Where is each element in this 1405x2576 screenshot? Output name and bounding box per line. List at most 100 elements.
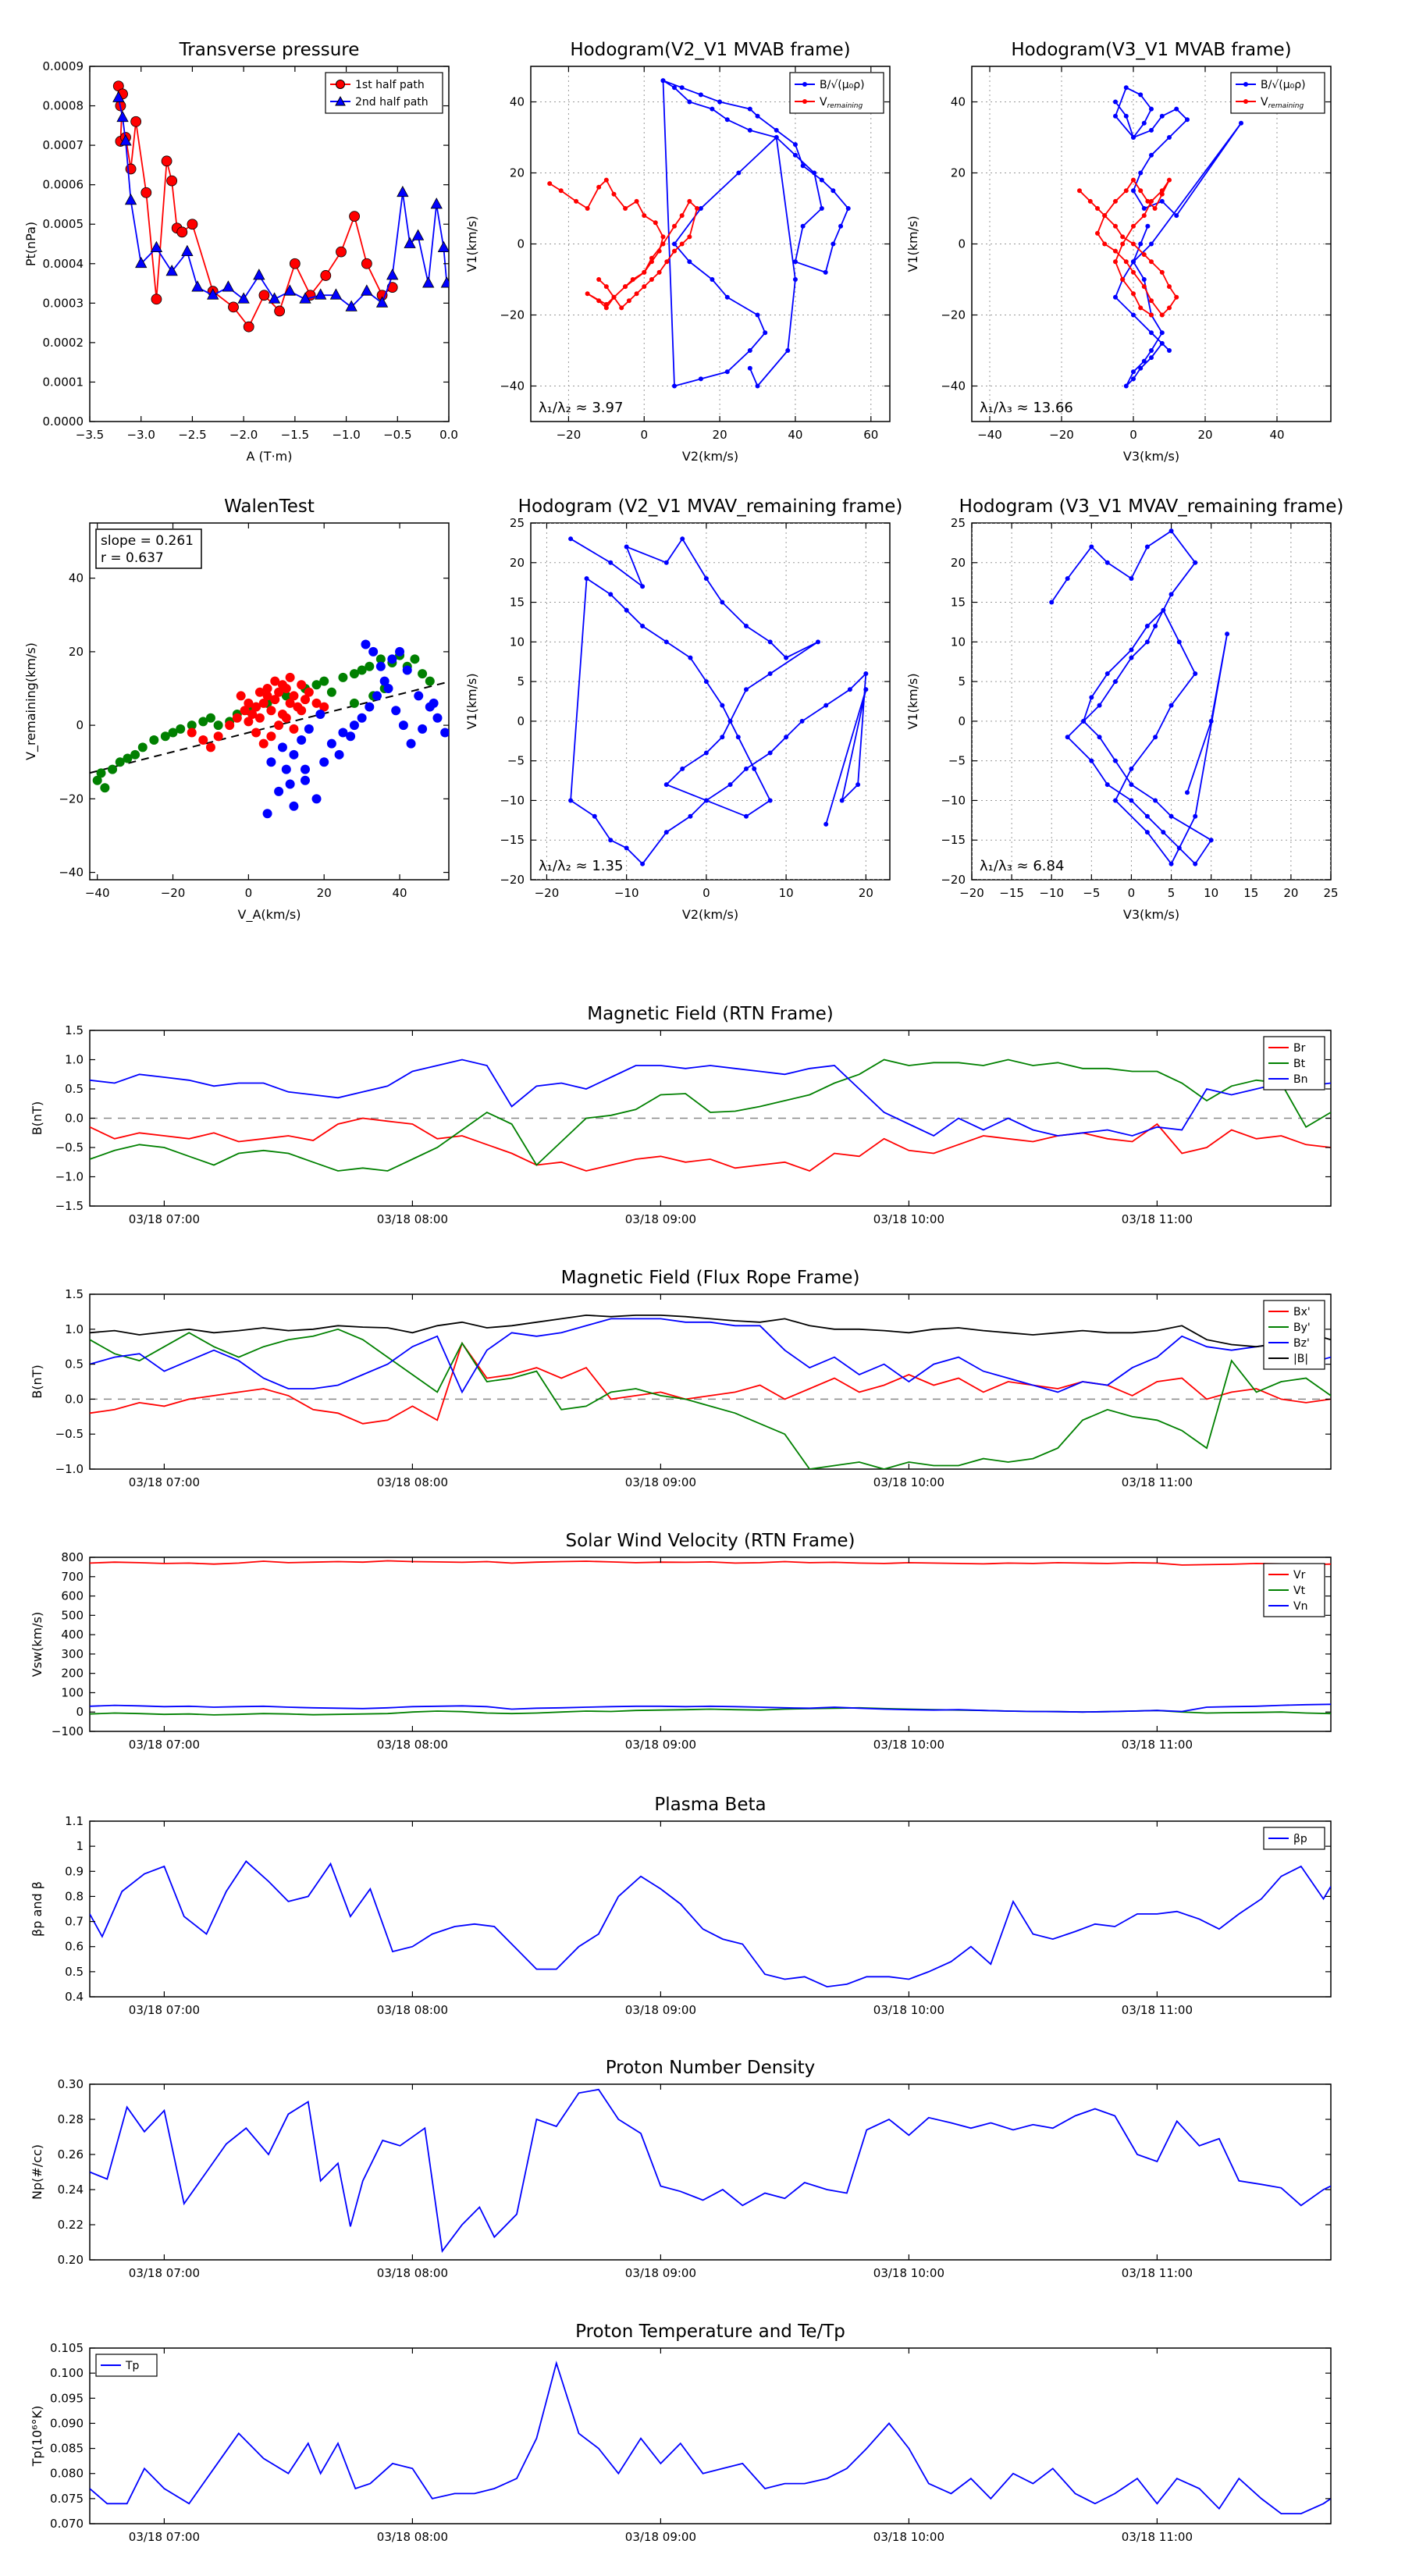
- y-tick-label: −1.5: [55, 1199, 84, 1213]
- data-point: [839, 798, 845, 803]
- y-tick-label: −10: [941, 793, 966, 807]
- legend-label: Bt: [1293, 1058, 1306, 1070]
- data-point: [1168, 861, 1174, 866]
- data-point: [703, 576, 709, 582]
- y-tick-label: −1.0: [55, 1170, 84, 1184]
- data-point: [703, 798, 709, 803]
- data-point: [596, 277, 602, 282]
- data-point: [397, 185, 409, 197]
- chart-mag-rtn: Magnetic Field (RTN Frame) 03/18 07:00 03/…: [30, 1004, 1332, 1226]
- plot-area: [531, 523, 890, 880]
- data-point: [375, 661, 386, 671]
- data-point: [1065, 735, 1070, 740]
- data-point: [1113, 248, 1118, 254]
- x-tick-label: 40: [393, 886, 407, 900]
- data-point: [680, 766, 685, 771]
- plot-area: [90, 2361, 1331, 2515]
- data-point: [1104, 560, 1110, 565]
- data-point: [398, 720, 408, 731]
- y-tick-label: 0.070: [50, 2517, 84, 2531]
- data-point: [623, 284, 628, 290]
- data-point: [1113, 99, 1118, 105]
- data-point: [547, 181, 553, 187]
- legend-label: 2nd half path: [355, 96, 429, 109]
- data-point: [251, 702, 261, 712]
- data-point: [1153, 624, 1158, 629]
- data-point: [1149, 259, 1154, 265]
- data-point: [349, 669, 359, 679]
- x-tick-label: 03/18 11:00: [1122, 1212, 1193, 1226]
- y-tick-label: 0.0001: [43, 375, 84, 389]
- series-br: [90, 1117, 1331, 1172]
- chart-walen-test: WalenTest −40 −20 0 20 40 −40 −20 0 20 40 V_A(km/s)…: [23, 496, 450, 923]
- data-point: [402, 665, 412, 675]
- series-line: [90, 1059, 1331, 1172]
- stats-box: [95, 528, 202, 569]
- legend-label: βp: [1293, 1833, 1307, 1845]
- data-point: [679, 85, 685, 91]
- series-line: [90, 1341, 1331, 1425]
- chart-title: Proton Number Density: [606, 2058, 816, 2078]
- data-point: [1113, 223, 1118, 229]
- data-point: [1113, 679, 1118, 685]
- y-tick-label: 0: [76, 718, 84, 732]
- data-point: [262, 691, 272, 701]
- x-tick-label: 03/18 11:00: [1122, 2266, 1193, 2280]
- data-point: [1159, 113, 1165, 119]
- data-point: [1149, 348, 1154, 353]
- y-tick-label: 20: [69, 645, 84, 659]
- x-tick-label: 40: [1269, 428, 1284, 442]
- y-tick-label: 15: [510, 596, 525, 610]
- data-point: [831, 241, 836, 247]
- data-point: [608, 838, 614, 843]
- data-point: [198, 735, 208, 745]
- chart-solar-wind-vel: Solar Wind Velocity (RTN Frame) 03/18 07:…: [30, 1531, 1332, 1752]
- data-point: [237, 292, 250, 304]
- data-point: [603, 177, 609, 183]
- data-point: [361, 639, 371, 649]
- data-point: [315, 288, 327, 300]
- data-point: [672, 85, 677, 91]
- x-tick-label: 03/18 09:00: [625, 2530, 696, 2544]
- data-point: [92, 775, 102, 785]
- y-tick-label: 0.0003: [43, 296, 84, 310]
- data-point: [187, 219, 198, 230]
- x-tick-label: 03/18 09:00: [625, 1738, 696, 1752]
- data-point: [1144, 830, 1150, 835]
- data-point: [649, 277, 654, 282]
- y-tick-label: −1.0: [55, 1462, 84, 1476]
- data-point: [649, 255, 654, 261]
- y-tick-label: 100: [61, 1685, 84, 1699]
- legend-subscript: remaining: [1268, 102, 1304, 110]
- data-point: [1123, 383, 1129, 389]
- y-tick-label: 1.1: [65, 1814, 84, 1828]
- data-point: [123, 753, 133, 763]
- data-point: [672, 383, 677, 389]
- legend-box: [789, 72, 884, 114]
- data-point: [361, 284, 373, 296]
- y-tick-label: −20: [500, 308, 525, 322]
- data-point: [1176, 845, 1182, 851]
- x-tick-label: 03/18 08:00: [377, 2003, 448, 2017]
- data-point: [430, 197, 443, 209]
- ratio-annotation: λ₁/λ₂ ≈ 1.35: [539, 858, 623, 874]
- data-point: [1176, 639, 1182, 645]
- legend-label: Vt: [1293, 1585, 1306, 1597]
- y-tick-label: 1.5: [65, 1023, 84, 1037]
- plot-frame: [89, 1293, 1332, 1470]
- data-point: [1131, 188, 1136, 194]
- series-line: [90, 1703, 1331, 1713]
- data-point: [596, 184, 602, 190]
- data-point: [1193, 861, 1198, 866]
- data-point: [619, 305, 624, 311]
- x-tick-label: 40: [788, 428, 802, 442]
- series-s0: [568, 536, 869, 866]
- data-point: [698, 206, 703, 211]
- data-point: [395, 646, 405, 656]
- y-tick-label: −40: [500, 379, 525, 393]
- data-point: [1123, 113, 1129, 119]
- y-tick-label: 700: [61, 1570, 84, 1584]
- data-point: [244, 717, 254, 727]
- data-point: [663, 639, 669, 645]
- data-point: [410, 654, 420, 664]
